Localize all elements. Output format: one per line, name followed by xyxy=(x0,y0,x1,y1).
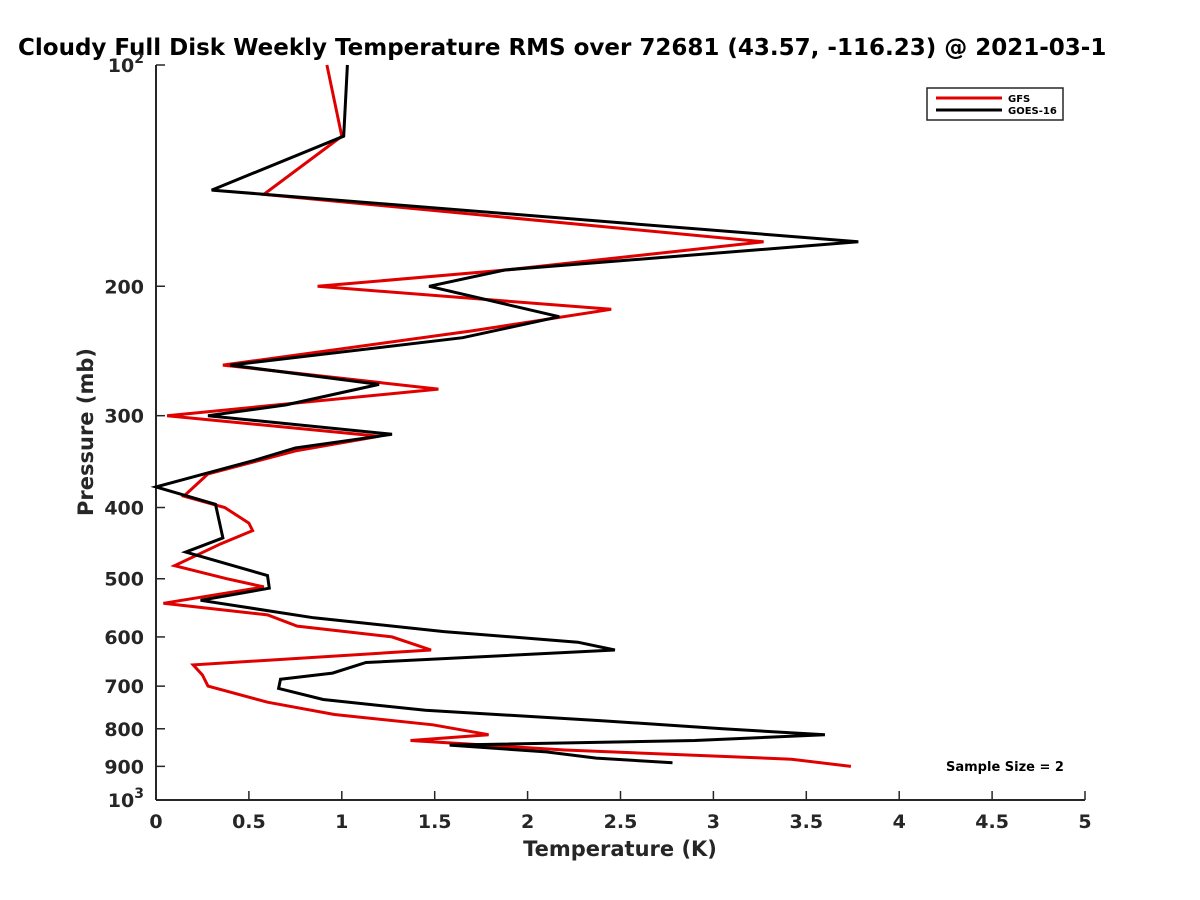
series-line-goes-16 xyxy=(150,64,859,765)
x-tick-label: 4 xyxy=(893,811,906,833)
plot-area: 0 0.5 1 1.5 2 2.5 3 3.5 4 4.5 5 102 200 300 400 500 600… xyxy=(104,51,1091,833)
x-tick-label: 4.5 xyxy=(975,811,1009,833)
y-tick-label: 400 xyxy=(104,498,144,520)
y-ticks: 102 200 300 400 500 600 700 800 900 103 xyxy=(104,51,165,812)
x-tick-label: 0.5 xyxy=(232,811,266,833)
series-lines xyxy=(150,64,859,768)
y-tick-label: 700 xyxy=(104,676,144,698)
x-tick-label: 0 xyxy=(149,811,162,833)
x-tick-label: 5 xyxy=(1078,811,1091,833)
y-tick-label: 800 xyxy=(104,719,144,741)
x-tick-label: 2 xyxy=(521,811,534,833)
x-tick-label: 1 xyxy=(335,811,348,833)
x-axis-label: Temperature (K) xyxy=(523,837,717,861)
legend-box xyxy=(926,87,1064,121)
y-tick-label: 300 xyxy=(104,406,144,428)
x-tick-label: 2.5 xyxy=(604,811,638,833)
x-tick-label: 3.5 xyxy=(789,811,823,833)
y-axis-label: Pressure (mb) xyxy=(74,348,98,516)
chart-title: Cloudy Full Disk Weekly Temperature RMS … xyxy=(18,35,1106,61)
y-tick-label: 102 xyxy=(108,51,144,77)
series-line-gfs xyxy=(163,64,852,768)
x-tick-label: 1.5 xyxy=(418,811,452,833)
legend-label-gfs: GFS xyxy=(1008,94,1030,105)
y-tick-label: 200 xyxy=(104,276,144,298)
y-tick-label: 500 xyxy=(104,569,144,591)
y-tick-label: 900 xyxy=(104,756,144,778)
x-ticks: 0 0.5 1 1.5 2 2.5 3 3.5 4 4.5 5 xyxy=(149,791,1092,833)
x-tick-label: 3 xyxy=(707,811,720,833)
y-tick-label: 103 xyxy=(108,786,144,812)
sample-size-annotation: Sample Size = 2 xyxy=(946,760,1064,775)
y-tick-label: 600 xyxy=(104,627,144,649)
legend-label-goes-16: GOES-16 xyxy=(1008,106,1057,117)
